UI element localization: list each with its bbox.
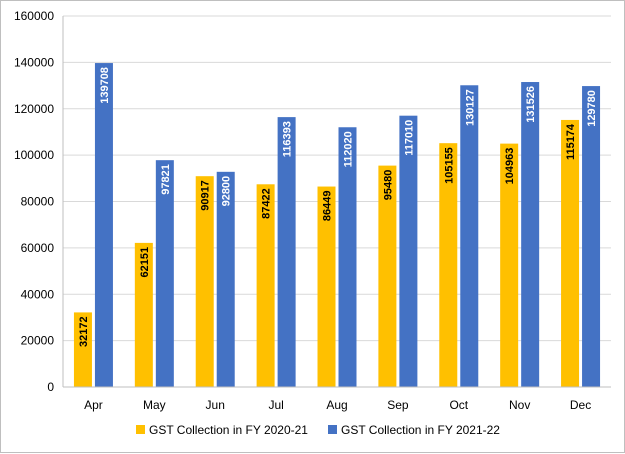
- bar-series-2: [277, 117, 296, 387]
- x-tick-label: May: [143, 398, 166, 412]
- y-tick-label: 80000: [21, 195, 55, 209]
- bar-value-label: 117010: [403, 120, 415, 156]
- bar-series-2: [521, 82, 540, 388]
- bar-series-2: [94, 63, 113, 388]
- x-tick-label: Dec: [570, 398, 591, 412]
- gridlines: [63, 15, 611, 388]
- bar-value-label: 115174: [565, 123, 577, 160]
- bar-series-2: [155, 160, 174, 387]
- bar-series-1: [195, 176, 214, 387]
- bar-series-2: [460, 85, 479, 388]
- legend-swatch: [136, 425, 145, 434]
- x-tick-label: Apr: [84, 398, 103, 412]
- x-tick-label: Nov: [509, 398, 530, 412]
- bar-value-label: 112020: [343, 131, 355, 167]
- legend-swatch: [328, 425, 337, 434]
- legend-label: GST Collection in FY 2020-21: [149, 423, 308, 437]
- y-tick-label: 20000: [21, 334, 55, 348]
- y-tick-label: 160000: [14, 9, 54, 23]
- y-tick-label: 120000: [14, 102, 54, 116]
- bar-series-2: [338, 127, 357, 387]
- axes: 0 20000 40000 60000 80000 100000 120000 140000 1…: [14, 9, 611, 412]
- x-tick-label: Sep: [387, 398, 409, 412]
- legend: GST Collection in FY 2020-21 GST Collecti…: [136, 423, 500, 437]
- bar-value-label: 129780: [586, 90, 598, 127]
- bars: 32172 139708 62151 97821 90917 92800 87422 1163…: [73, 63, 601, 388]
- bar-series-1: [500, 143, 519, 387]
- bar-series-1: [317, 186, 336, 387]
- bar-value-label: 92800: [221, 176, 233, 207]
- bar-value-label: 62151: [139, 247, 151, 278]
- bar-value-label: 105155: [443, 147, 455, 184]
- x-tick-label: Jun: [206, 398, 225, 412]
- bar-series-2: [399, 115, 418, 388]
- legend-label: GST Collection in FY 2021-22: [341, 423, 500, 437]
- bar-value-label: 32172: [78, 316, 90, 347]
- bar-series-1: [439, 143, 458, 387]
- y-tick-label: 140000: [14, 55, 54, 69]
- x-tick-label: Jul: [268, 398, 283, 412]
- bar-value-label: 139708: [99, 67, 111, 104]
- bar-value-label: 87422: [261, 188, 273, 219]
- bar-series-1: [134, 242, 153, 387]
- bar-series-1: [561, 119, 580, 388]
- y-tick-label: 60000: [21, 241, 55, 255]
- bar-series-1: [378, 165, 397, 387]
- bar-value-label: 95480: [382, 170, 394, 201]
- x-tick-label: Aug: [326, 398, 347, 412]
- bar-value-label: 90917: [200, 180, 212, 211]
- bar-value-label: 131526: [525, 86, 537, 123]
- y-tick-label: 0: [47, 380, 54, 394]
- bar-value-label: 97821: [160, 164, 172, 195]
- bar-series-1: [73, 312, 92, 387]
- bar-value-label: 130127: [464, 89, 476, 126]
- bar-value-label: 104963: [504, 148, 516, 185]
- bar-value-label: 86449: [322, 191, 334, 222]
- y-tick-label: 40000: [21, 287, 55, 301]
- bar-series-2: [582, 86, 601, 387]
- y-tick-label: 100000: [14, 148, 54, 162]
- bar-series-2: [216, 171, 235, 387]
- bar-series-1: [256, 184, 275, 387]
- bar-value-label: 116393: [282, 121, 294, 157]
- x-tick-label: Oct: [449, 398, 468, 412]
